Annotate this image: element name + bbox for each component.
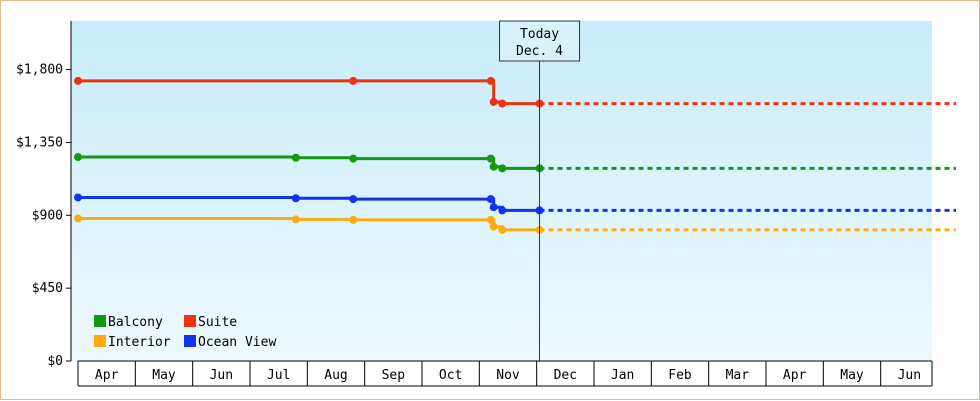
x-tick-label: Jan (611, 368, 634, 383)
x-tick-label: Jun (210, 368, 233, 383)
legend-swatch-balcony (94, 315, 106, 327)
data-point-ocean-view (74, 193, 82, 202)
legend-label-ocean-view: Ocean View (198, 335, 276, 350)
data-point-suite (74, 76, 82, 85)
x-tick-label: Oct (439, 368, 462, 383)
x-tick-label: May (840, 368, 864, 383)
x-tick-label: Feb (668, 368, 692, 383)
y-tick-label: $0 (47, 354, 63, 369)
data-point-interior (349, 215, 358, 224)
x-tick-label: Dec (554, 368, 577, 383)
legend-label-balcony: Balcony (108, 315, 163, 330)
series-ocean-view (74, 193, 956, 215)
y-tick-label: $450 (32, 281, 63, 296)
data-point-balcony (349, 154, 358, 163)
x-tick-label: Aug (324, 368, 347, 383)
data-point-ocean-view (291, 194, 300, 203)
data-point-balcony (486, 154, 495, 163)
data-point-interior (291, 215, 300, 224)
data-point-balcony (74, 153, 82, 161)
x-tick-label: Sep (382, 368, 406, 383)
data-point-ocean-view (349, 195, 358, 204)
legend-swatch-interior (94, 335, 106, 347)
y-tick-label: $900 (32, 208, 63, 223)
x-tick-label: Nov (496, 368, 520, 383)
today-label: Today (520, 27, 559, 42)
axes: $0 $450 $900 $1,350 $1,800 Apr May Jun Jul Aug Sep… (16, 21, 933, 387)
data-point-interior (498, 225, 507, 234)
x-tick-label: Jul (267, 368, 290, 383)
data-point-suite (498, 99, 507, 108)
data-point-ocean-view (486, 195, 495, 204)
x-tick-label: Apr (783, 368, 807, 383)
x-tick-label: Apr (95, 368, 119, 383)
series-balcony (74, 153, 956, 173)
y-tick-label: $1,350 (16, 135, 63, 150)
data-point-suite (349, 76, 358, 85)
y-tick-label: $1,800 (16, 63, 63, 78)
data-point-interior (489, 222, 498, 231)
today-date: Dec. 4 (516, 44, 563, 59)
data-point-ocean-view (489, 203, 498, 212)
data-point-balcony (498, 164, 507, 173)
legend-label-suite: Suite (198, 315, 237, 330)
series-interior (74, 214, 956, 234)
data-point-balcony (291, 153, 300, 162)
data-point-interior (74, 214, 82, 223)
today-marker: Today Dec. 4 (499, 20, 581, 361)
data-point-suite (486, 76, 495, 85)
data-point-ocean-view (498, 206, 507, 215)
legend-swatch-suite (184, 315, 196, 327)
x-tick-label: Jun (898, 368, 921, 383)
today-box (499, 20, 581, 62)
data-point-suite (489, 97, 498, 106)
data-point-interior (486, 215, 495, 224)
legend-swatch-ocean-view (184, 335, 196, 347)
legend: Balcony Suite Interior Ocean View (94, 315, 276, 350)
legend-label-interior: Interior (108, 335, 171, 350)
plot-area (71, 21, 932, 361)
data-point-balcony (489, 162, 498, 171)
x-tick-label: May (152, 368, 176, 383)
x-tick-label: Mar (726, 368, 750, 383)
